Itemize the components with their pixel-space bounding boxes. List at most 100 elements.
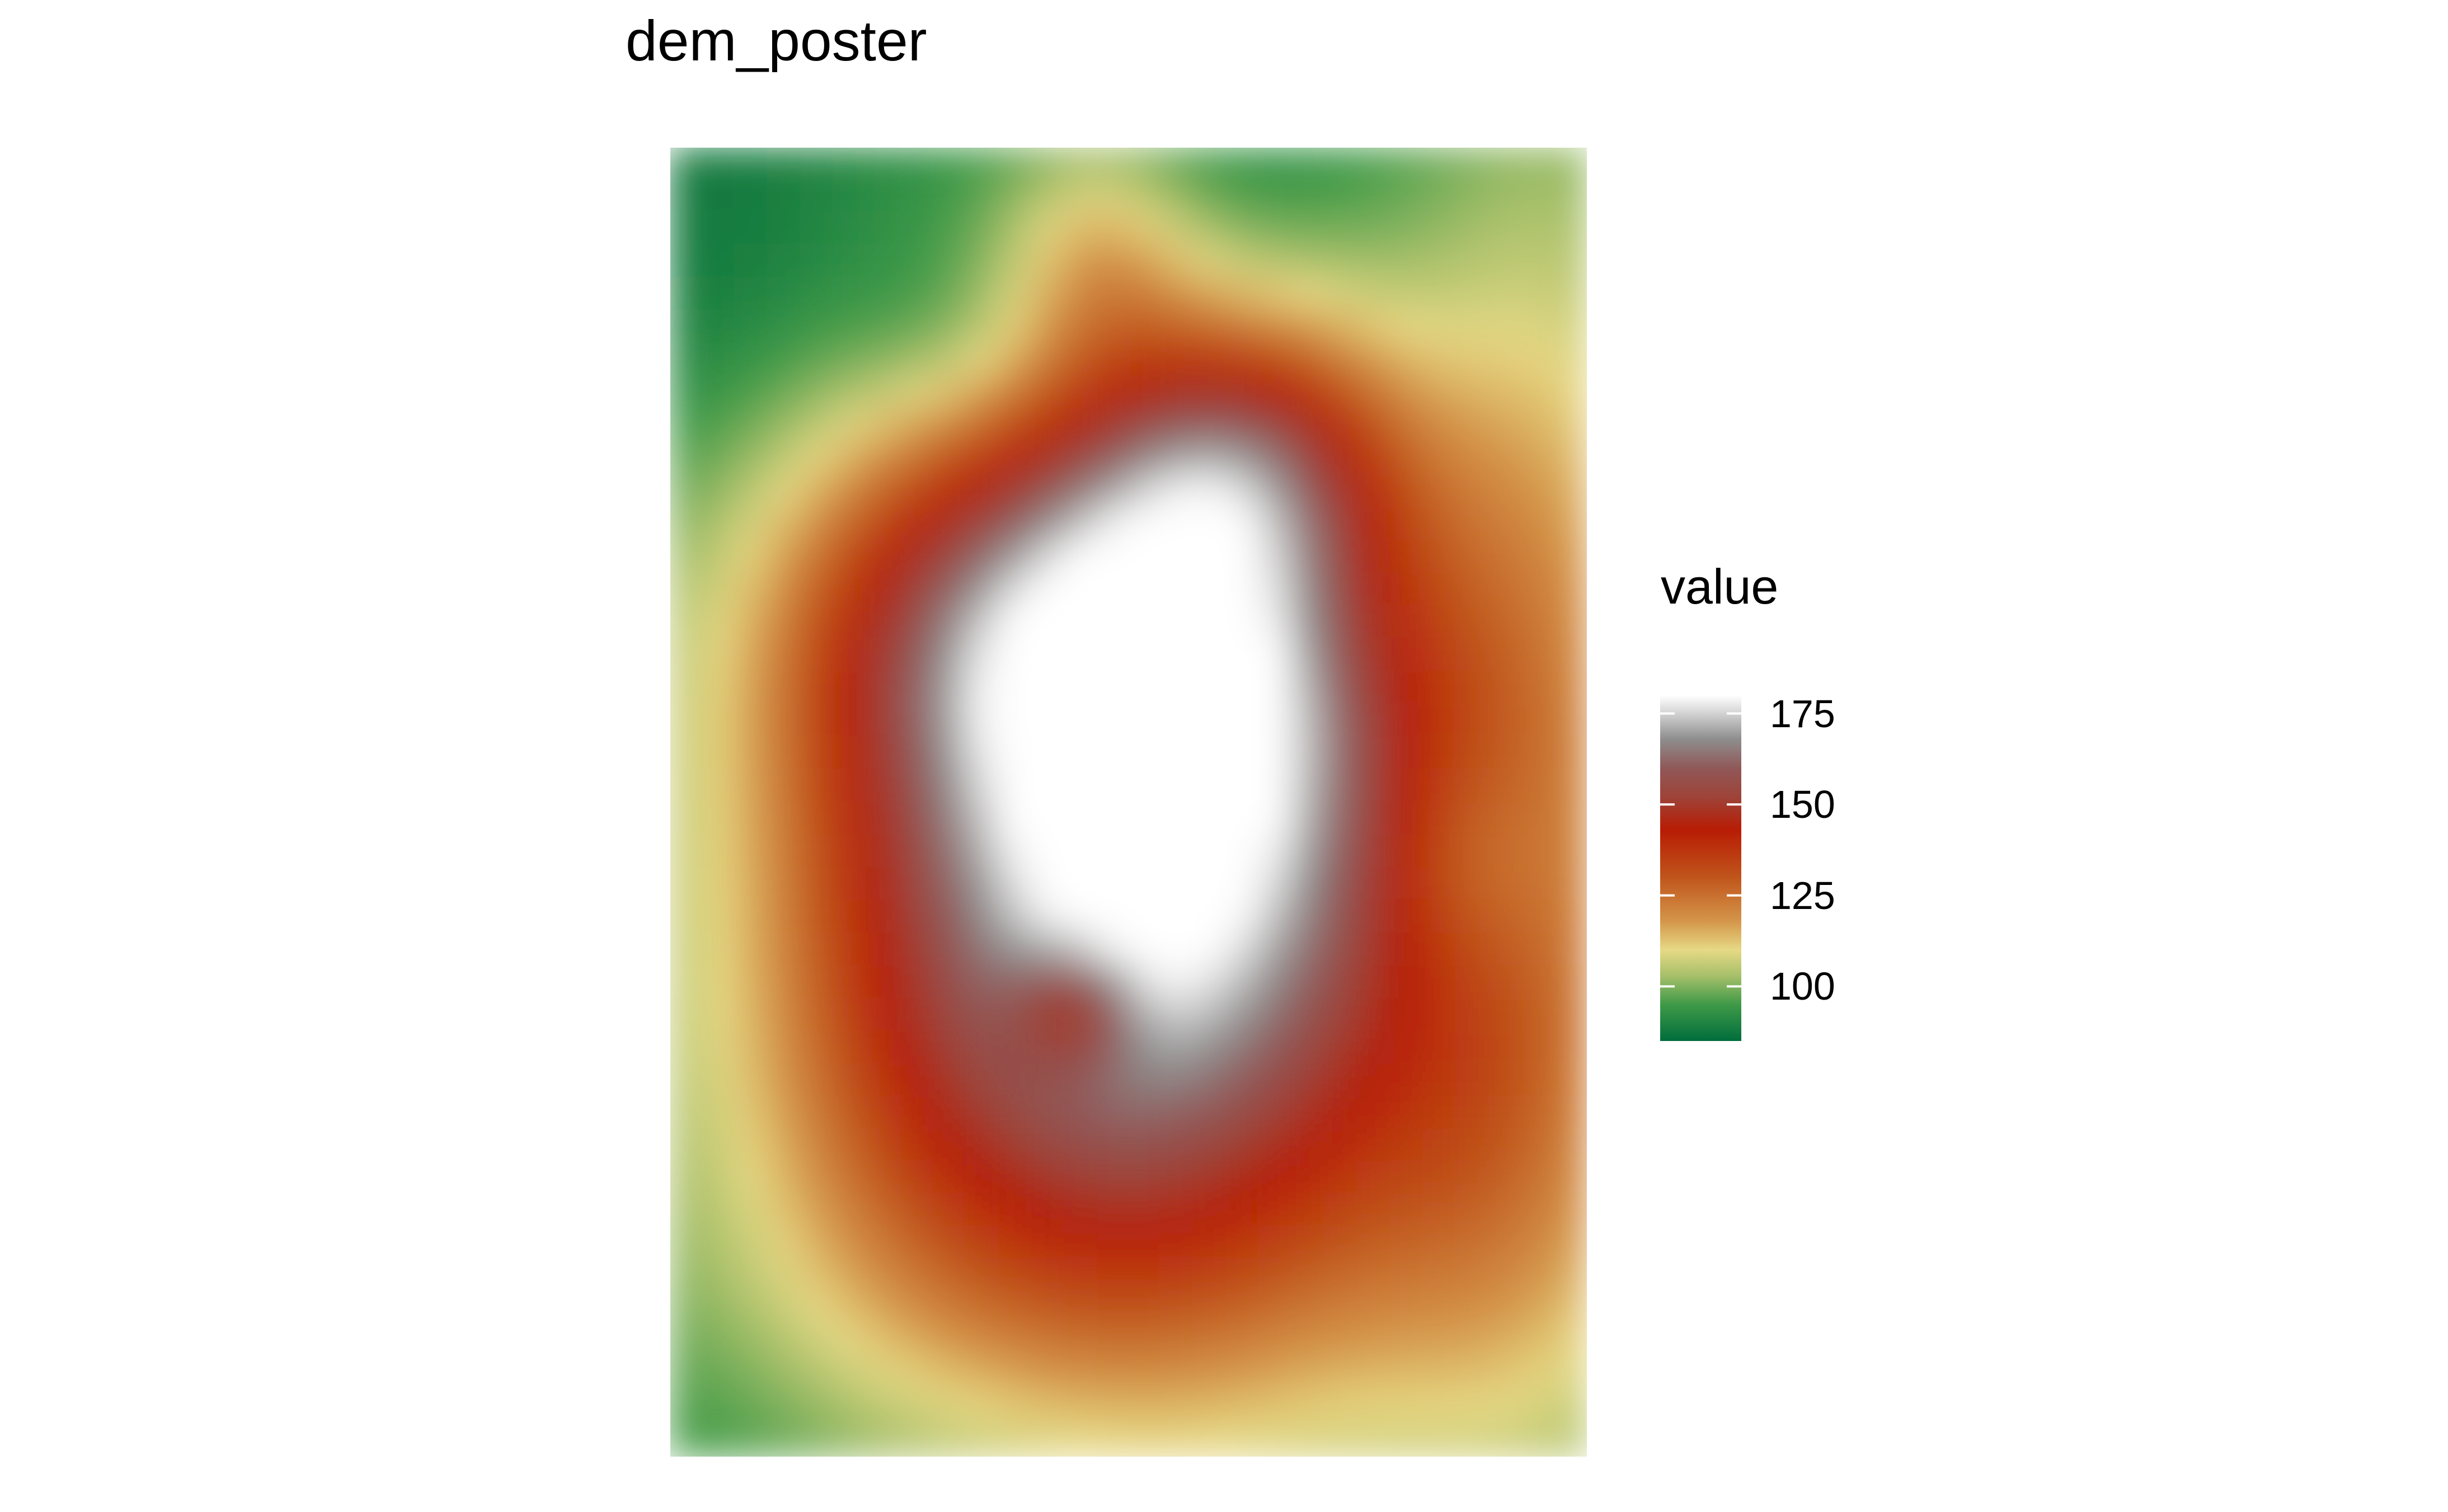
raster-cell	[1521, 1129, 1555, 1163]
raster-cell	[735, 507, 769, 541]
raster-cell	[932, 638, 966, 672]
raster-cell	[1063, 867, 1097, 901]
raster-cell	[1357, 1358, 1391, 1392]
raster-cell	[866, 932, 900, 967]
raster-cell	[1553, 213, 1587, 247]
raster-cell	[1422, 899, 1456, 934]
raster-cell	[964, 572, 998, 606]
raster-cell	[997, 1358, 1031, 1392]
raster-cell	[1357, 1194, 1391, 1228]
raster-cell	[1422, 409, 1456, 443]
raster-cell	[1095, 1194, 1129, 1228]
raster-cell	[1390, 932, 1424, 967]
raster-cell	[1259, 213, 1293, 247]
raster-cell	[735, 278, 769, 312]
raster-cell	[1160, 1129, 1195, 1163]
raster-cell	[1030, 899, 1064, 934]
raster-cell	[833, 1358, 867, 1392]
raster-cell	[768, 245, 802, 279]
chart-title: dem_poster	[626, 9, 927, 73]
raster-cell	[735, 998, 769, 1032]
raster-cell	[1030, 834, 1064, 868]
raster-cell	[1259, 834, 1293, 868]
raster-cell	[1194, 605, 1228, 639]
raster-cell	[1390, 605, 1424, 639]
raster-cell	[1063, 310, 1097, 345]
raster-cell	[1259, 769, 1293, 803]
raster-cell	[1357, 834, 1391, 868]
raster-cell	[1324, 932, 1359, 967]
raster-cell	[1455, 1227, 1490, 1261]
raster-cell	[964, 932, 998, 967]
raster-cell	[964, 703, 998, 737]
raster-cell	[670, 965, 704, 999]
raster-cell	[670, 1260, 704, 1294]
raster-cell	[702, 245, 736, 279]
raster-cell	[1259, 1260, 1293, 1294]
raster-cell	[801, 148, 835, 181]
raster-cell	[1390, 703, 1424, 737]
raster-cell	[833, 409, 867, 443]
raster-cell	[866, 540, 900, 574]
raster-cell	[702, 638, 736, 672]
raster-cell	[964, 899, 998, 934]
raster-cell	[1324, 1292, 1359, 1326]
raster-cell	[735, 1260, 769, 1294]
raster-cell	[801, 180, 835, 214]
raster-cell	[1553, 1292, 1587, 1326]
raster-cell	[1030, 1063, 1064, 1098]
raster-cell	[1063, 148, 1097, 181]
raster-cell	[964, 180, 998, 214]
raster-cell	[1030, 1292, 1064, 1326]
raster-cell	[899, 1194, 933, 1228]
raster-cell	[1324, 1423, 1359, 1457]
raster-cell	[1455, 1161, 1490, 1195]
raster-cell	[1063, 899, 1097, 934]
raster-cell	[1357, 703, 1391, 737]
raster-cell	[801, 834, 835, 868]
raster-cell	[735, 834, 769, 868]
raster-cell	[866, 1227, 900, 1261]
raster-cell	[833, 1325, 867, 1359]
raster-cell	[1521, 802, 1555, 836]
raster-cell	[997, 998, 1031, 1032]
raster-cell	[1128, 474, 1162, 508]
raster-cell	[1160, 867, 1195, 901]
raster-cell	[1488, 1129, 1522, 1163]
raster-cell	[932, 245, 966, 279]
raster-cell	[1226, 310, 1260, 345]
raster-cell	[1095, 441, 1129, 475]
raster-cell	[1324, 180, 1359, 214]
raster-cell	[801, 507, 835, 541]
raster-cell	[1324, 965, 1359, 999]
raster-cell	[1128, 409, 1162, 443]
raster-cell	[899, 278, 933, 312]
raster-cell	[768, 572, 802, 606]
raster-cell	[1455, 1358, 1490, 1392]
raster-cell	[997, 245, 1031, 279]
raster-cell	[866, 1423, 900, 1457]
raster-cell	[1095, 736, 1129, 770]
raster-cell	[1063, 1129, 1097, 1163]
raster-cell	[801, 867, 835, 901]
raster-cell	[1324, 605, 1359, 639]
raster-cell	[932, 867, 966, 901]
raster-cell	[1291, 148, 1326, 181]
raster-cell	[964, 310, 998, 345]
raster-cell	[1095, 1358, 1129, 1392]
raster-cell	[670, 638, 704, 672]
raster-cell	[670, 1129, 704, 1163]
raster-cell	[1357, 867, 1391, 901]
raster-cell	[1488, 441, 1522, 475]
raster-cell	[1030, 965, 1064, 999]
raster-cell	[866, 1358, 900, 1392]
raster-cell	[1194, 213, 1228, 247]
raster-cell	[1063, 998, 1097, 1032]
raster-cell	[1357, 1161, 1391, 1195]
raster-cell	[1259, 409, 1293, 443]
raster-cell	[1226, 671, 1260, 705]
raster-cell	[997, 310, 1031, 345]
raster-cell	[801, 1096, 835, 1130]
raster-cell	[866, 474, 900, 508]
raster-cell	[866, 441, 900, 475]
